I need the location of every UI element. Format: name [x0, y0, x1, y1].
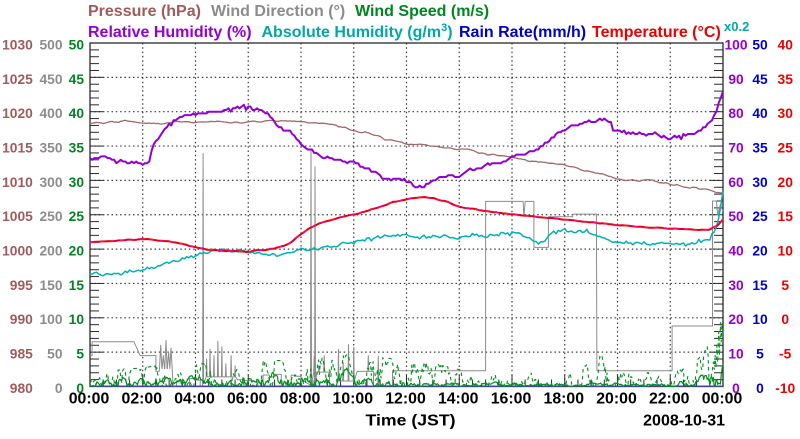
svg-text:x0.2: x0.2 [724, 19, 749, 34]
svg-text:1000: 1000 [2, 244, 33, 259]
svg-text:1005: 1005 [2, 209, 33, 224]
svg-text:12:00: 12:00 [385, 391, 426, 408]
svg-text:22:00: 22:00 [649, 391, 690, 408]
svg-text:80: 80 [728, 106, 744, 121]
svg-text:Wind Speed (m/s): Wind Speed (m/s) [355, 3, 489, 20]
svg-text:990: 990 [10, 312, 33, 327]
svg-text:Temperature (°C): Temperature (°C) [592, 24, 721, 41]
svg-text:20:00: 20:00 [596, 391, 637, 408]
svg-text:35: 35 [752, 141, 768, 156]
svg-text:45: 45 [752, 72, 768, 87]
svg-text:45: 45 [69, 72, 85, 87]
svg-text:08:00: 08:00 [280, 391, 321, 408]
svg-text:2008-10-31: 2008-10-31 [643, 413, 725, 430]
svg-text:0: 0 [732, 381, 740, 396]
svg-text:1015: 1015 [2, 141, 33, 156]
svg-text:40: 40 [778, 37, 794, 52]
svg-text:15: 15 [69, 278, 85, 293]
svg-text:5: 5 [781, 278, 789, 293]
svg-text:100: 100 [724, 37, 747, 52]
svg-text:150: 150 [39, 278, 62, 293]
svg-text:0: 0 [76, 381, 84, 396]
svg-text:450: 450 [39, 72, 62, 87]
svg-text:30: 30 [728, 278, 744, 293]
svg-text:5: 5 [76, 347, 84, 362]
svg-text:10: 10 [69, 312, 85, 327]
svg-text:985: 985 [10, 347, 33, 362]
svg-text:0: 0 [55, 381, 63, 396]
svg-text:18:00: 18:00 [544, 391, 585, 408]
svg-text:1020: 1020 [2, 106, 33, 121]
svg-text:980: 980 [10, 381, 33, 396]
svg-text:00:00: 00:00 [702, 391, 743, 408]
svg-text:30: 30 [752, 175, 768, 190]
svg-text:15: 15 [778, 209, 794, 224]
svg-text:10: 10 [728, 347, 744, 362]
svg-text:300: 300 [39, 175, 62, 190]
svg-text:04:00: 04:00 [174, 391, 215, 408]
svg-text:25: 25 [69, 209, 85, 224]
svg-text:50: 50 [728, 209, 744, 224]
svg-text:40: 40 [728, 244, 744, 259]
svg-text:100: 100 [39, 312, 62, 327]
svg-text:50: 50 [47, 347, 63, 362]
svg-text:25: 25 [752, 209, 768, 224]
svg-text:-10: -10 [775, 381, 795, 396]
svg-text:20: 20 [778, 175, 794, 190]
svg-text:Pressure (hPa): Pressure (hPa) [88, 3, 201, 20]
svg-text:Relative Humidity (%): Relative Humidity (%) [88, 24, 252, 41]
svg-text:40: 40 [69, 106, 85, 121]
svg-text:50: 50 [752, 37, 768, 52]
svg-text:14:00: 14:00 [438, 391, 479, 408]
svg-text:35: 35 [69, 141, 85, 156]
svg-text:0: 0 [781, 312, 789, 327]
svg-text:400: 400 [39, 106, 62, 121]
svg-text:90: 90 [728, 72, 744, 87]
svg-text:30: 30 [778, 106, 794, 121]
svg-text:50: 50 [69, 37, 85, 52]
svg-text:70: 70 [728, 141, 744, 156]
svg-text:200: 200 [39, 244, 62, 259]
svg-text:10: 10 [752, 312, 768, 327]
svg-text:250: 250 [39, 209, 62, 224]
svg-text:60: 60 [728, 175, 744, 190]
svg-text:350: 350 [39, 141, 62, 156]
svg-text:40: 40 [752, 106, 768, 121]
svg-text:Absolute Humidity (g/m3): Absolute Humidity (g/m3) [262, 22, 453, 41]
svg-text:1030: 1030 [2, 37, 33, 52]
svg-text:500: 500 [39, 37, 62, 52]
svg-text:30: 30 [69, 175, 85, 190]
svg-text:16:00: 16:00 [491, 391, 532, 408]
svg-text:5: 5 [756, 347, 764, 362]
svg-text:35: 35 [778, 72, 794, 87]
svg-text:Wind Direction (°): Wind Direction (°) [211, 3, 345, 20]
svg-text:20: 20 [752, 244, 768, 259]
svg-text:15: 15 [752, 278, 768, 293]
svg-text:0: 0 [756, 381, 764, 396]
svg-text:20: 20 [69, 244, 85, 259]
svg-text:995: 995 [10, 278, 33, 293]
svg-text:20: 20 [728, 312, 744, 327]
svg-text:25: 25 [778, 141, 794, 156]
svg-text:1025: 1025 [2, 72, 33, 87]
svg-text:10: 10 [778, 244, 794, 259]
svg-text:Rain Rate(mm/h): Rain Rate(mm/h) [459, 24, 586, 41]
svg-text:02:00: 02:00 [122, 391, 163, 408]
svg-text:1010: 1010 [2, 175, 33, 190]
svg-text:-5: -5 [779, 347, 792, 362]
svg-text:06:00: 06:00 [227, 391, 268, 408]
svg-text:Time (JST): Time (JST) [366, 413, 456, 430]
svg-text:10:00: 10:00 [333, 391, 374, 408]
svg-text:00:00: 00:00 [69, 391, 110, 408]
